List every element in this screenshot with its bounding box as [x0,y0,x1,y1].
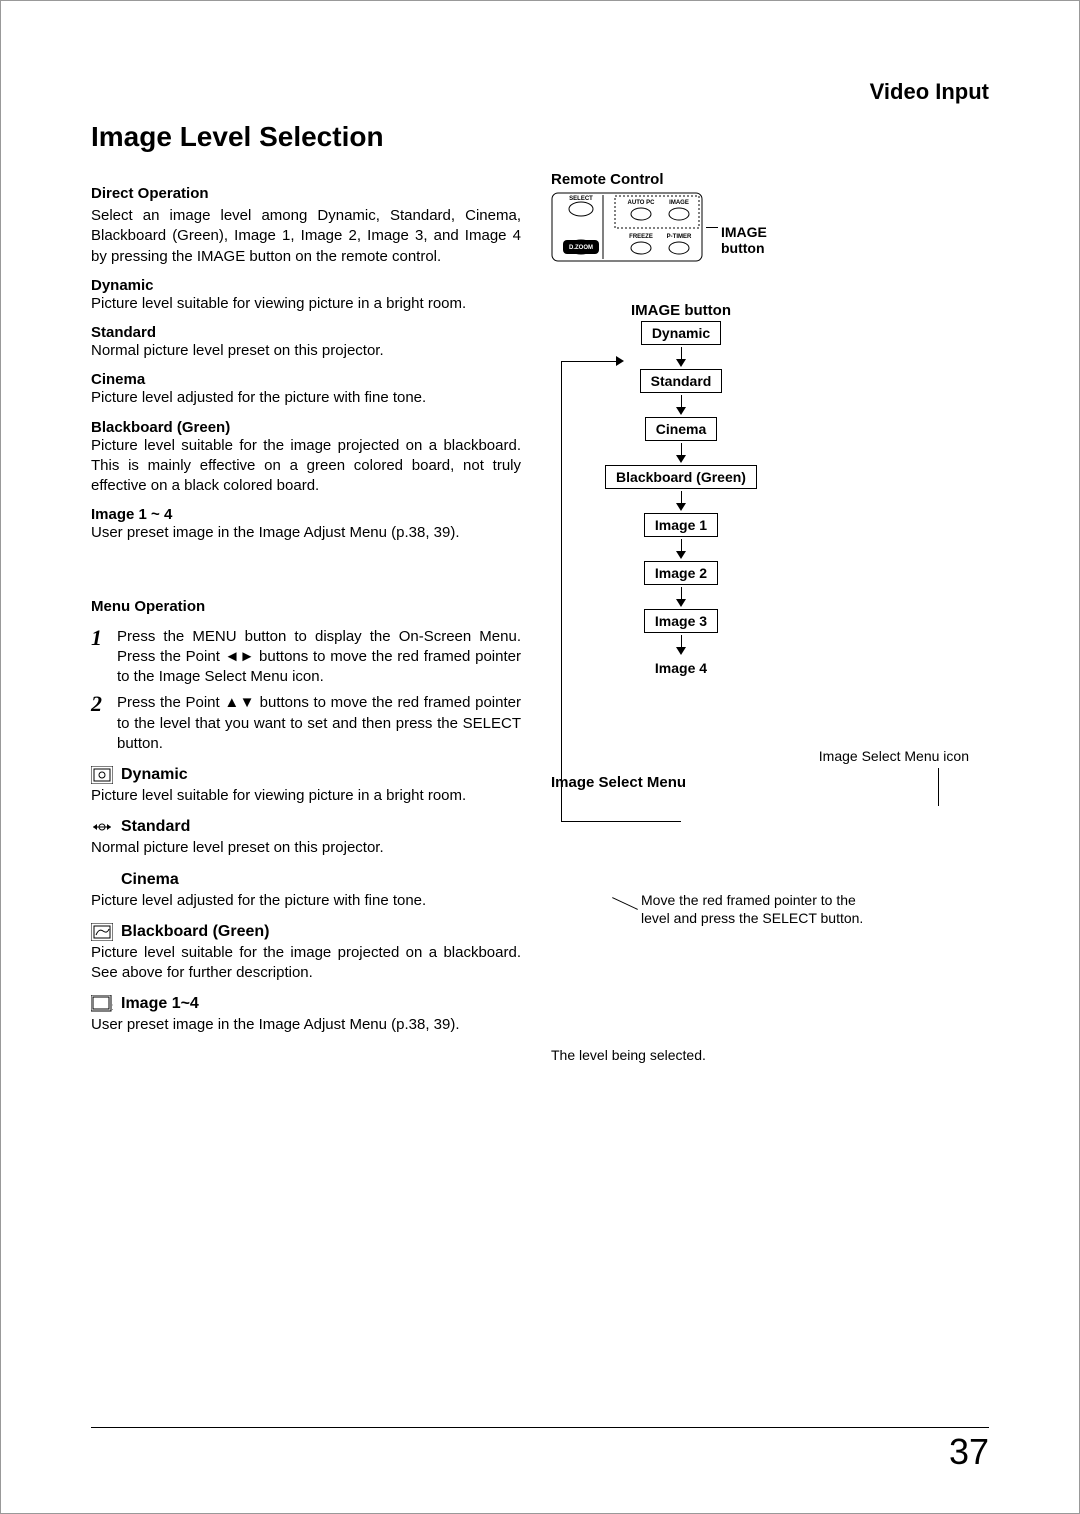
ism-title: Image Select Menu [551,774,989,791]
standard-icon [91,818,113,836]
cinema-title-2: Cinema [121,871,179,889]
svg-text:D.ZOOM: D.ZOOM [569,245,593,251]
image-select-menu-block: Image Select Menu icon Image Select Menu… [551,748,989,1063]
svg-text:AUTO PC: AUTO PC [628,200,656,206]
cinema-desc: Picture level adjusted for the picture w… [91,388,521,408]
remote-control-block: Remote Control SELECT AUTO PC [551,171,989,262]
dynamic-title-2: Dynamic [121,766,188,784]
image14-row: 1 Image 1~4 [91,995,521,1013]
standard-row: Standard [91,818,521,836]
image-button-flow: IMAGE button Dynamic Standard Cinema Bla… [551,302,989,678]
page-number: 37 [949,1431,989,1473]
section-header: Video Input [870,79,989,105]
blackboard-desc: Picture level suitable for the image pro… [91,436,521,497]
remote-svg: SELECT AUTO PC IMAGE [551,192,711,262]
ism-note: Move the red framed pointer to the level… [641,891,871,927]
two-column-layout: Direct Operation Select an image level a… [91,171,989,1063]
manual-page: Video Input Image Level Selection Direct… [0,0,1080,1514]
dynamic-desc: Picture level suitable for viewing pictu… [91,294,521,314]
step-number-2: 2 [91,693,109,754]
image-button-callout: IMAGE button [721,224,767,256]
flow-image4: Image 4 [645,657,717,676]
svg-text:FREEZE: FREEZE [629,234,653,240]
dynamic-desc-2: Picture level suitable for viewing pictu… [91,786,521,806]
standard-desc-2: Normal picture level preset on this proj… [91,838,521,858]
standard-title-2: Standard [121,818,190,836]
menu-operation-steps: 1 Press the MENU button to display the O… [91,627,521,755]
cinema-desc-2: Picture level adjusted for the picture w… [91,891,521,911]
flow-image2: Image 2 [644,561,718,585]
flow-cinema: Cinema [645,417,718,441]
cinema-row: Cinema [91,871,521,889]
direct-operation-body: Select an image level among Dynamic, Sta… [91,206,521,267]
left-column: Direct Operation Select an image level a… [91,171,521,1063]
page-title: Image Level Selection [91,121,989,153]
blackboard-title: Blackboard (Green) [91,419,521,436]
flow-dynamic: Dynamic [641,321,721,345]
image14-desc-2: User preset image in the Image Adjust Me… [91,1015,521,1035]
blackboard-desc-2: Picture level suitable for the image pro… [91,943,521,984]
right-column: Remote Control SELECT AUTO PC [551,171,989,1063]
step-2: 2 Press the Point ▲▼ buttons to move the… [91,693,521,754]
remote-control-label: Remote Control [551,171,989,188]
footer-rule [91,1427,989,1428]
step-1: 1 Press the MENU button to display the O… [91,627,521,688]
remote-control-illustration: SELECT AUTO PC IMAGE [551,192,701,262]
menu-operation-title: Menu Operation [91,598,521,615]
dynamic-row: Dynamic [91,766,521,784]
cinema-title: Cinema [91,371,521,388]
flow-image3: Image 3 [644,609,718,633]
flow-image1: Image 1 [644,513,718,537]
ism-icon-label: Image Select Menu icon [551,748,969,764]
image14-title: Image 1 ~ 4 [91,506,521,523]
blackboard-row: Blackboard (Green) [91,923,521,941]
image14-title-2: Image 1~4 [121,995,199,1013]
svg-text:P-TIMER: P-TIMER [667,234,692,240]
blackboard-icon [91,923,113,941]
image14-icon: 1 [91,995,113,1013]
direct-operation-title: Direct Operation [91,185,521,202]
level-list-1: Dynamic Picture level suitable for viewi… [91,277,521,544]
svg-text:IMAGE: IMAGE [669,200,689,206]
flow-standard: Standard [640,369,723,393]
step-1-text: Press the MENU button to display the On-… [117,627,521,688]
dynamic-icon [91,766,113,784]
svg-text:1: 1 [112,1002,113,1012]
flow-title: IMAGE button [551,302,811,319]
blackboard-title-2: Blackboard (Green) [121,923,269,941]
standard-title: Standard [91,324,521,341]
step-number-1: 1 [91,627,109,688]
standard-desc: Normal picture level preset on this proj… [91,341,521,361]
step-2-text: Press the Point ▲▼ buttons to move the r… [117,693,521,754]
ism-selected-note: The level being selected. [551,1047,989,1063]
select-btn-label: SELECT [569,196,593,202]
flow-blackboard: Blackboard (Green) [605,465,757,489]
image14-desc: User preset image in the Image Adjust Me… [91,523,521,543]
dynamic-title: Dynamic [91,277,521,294]
